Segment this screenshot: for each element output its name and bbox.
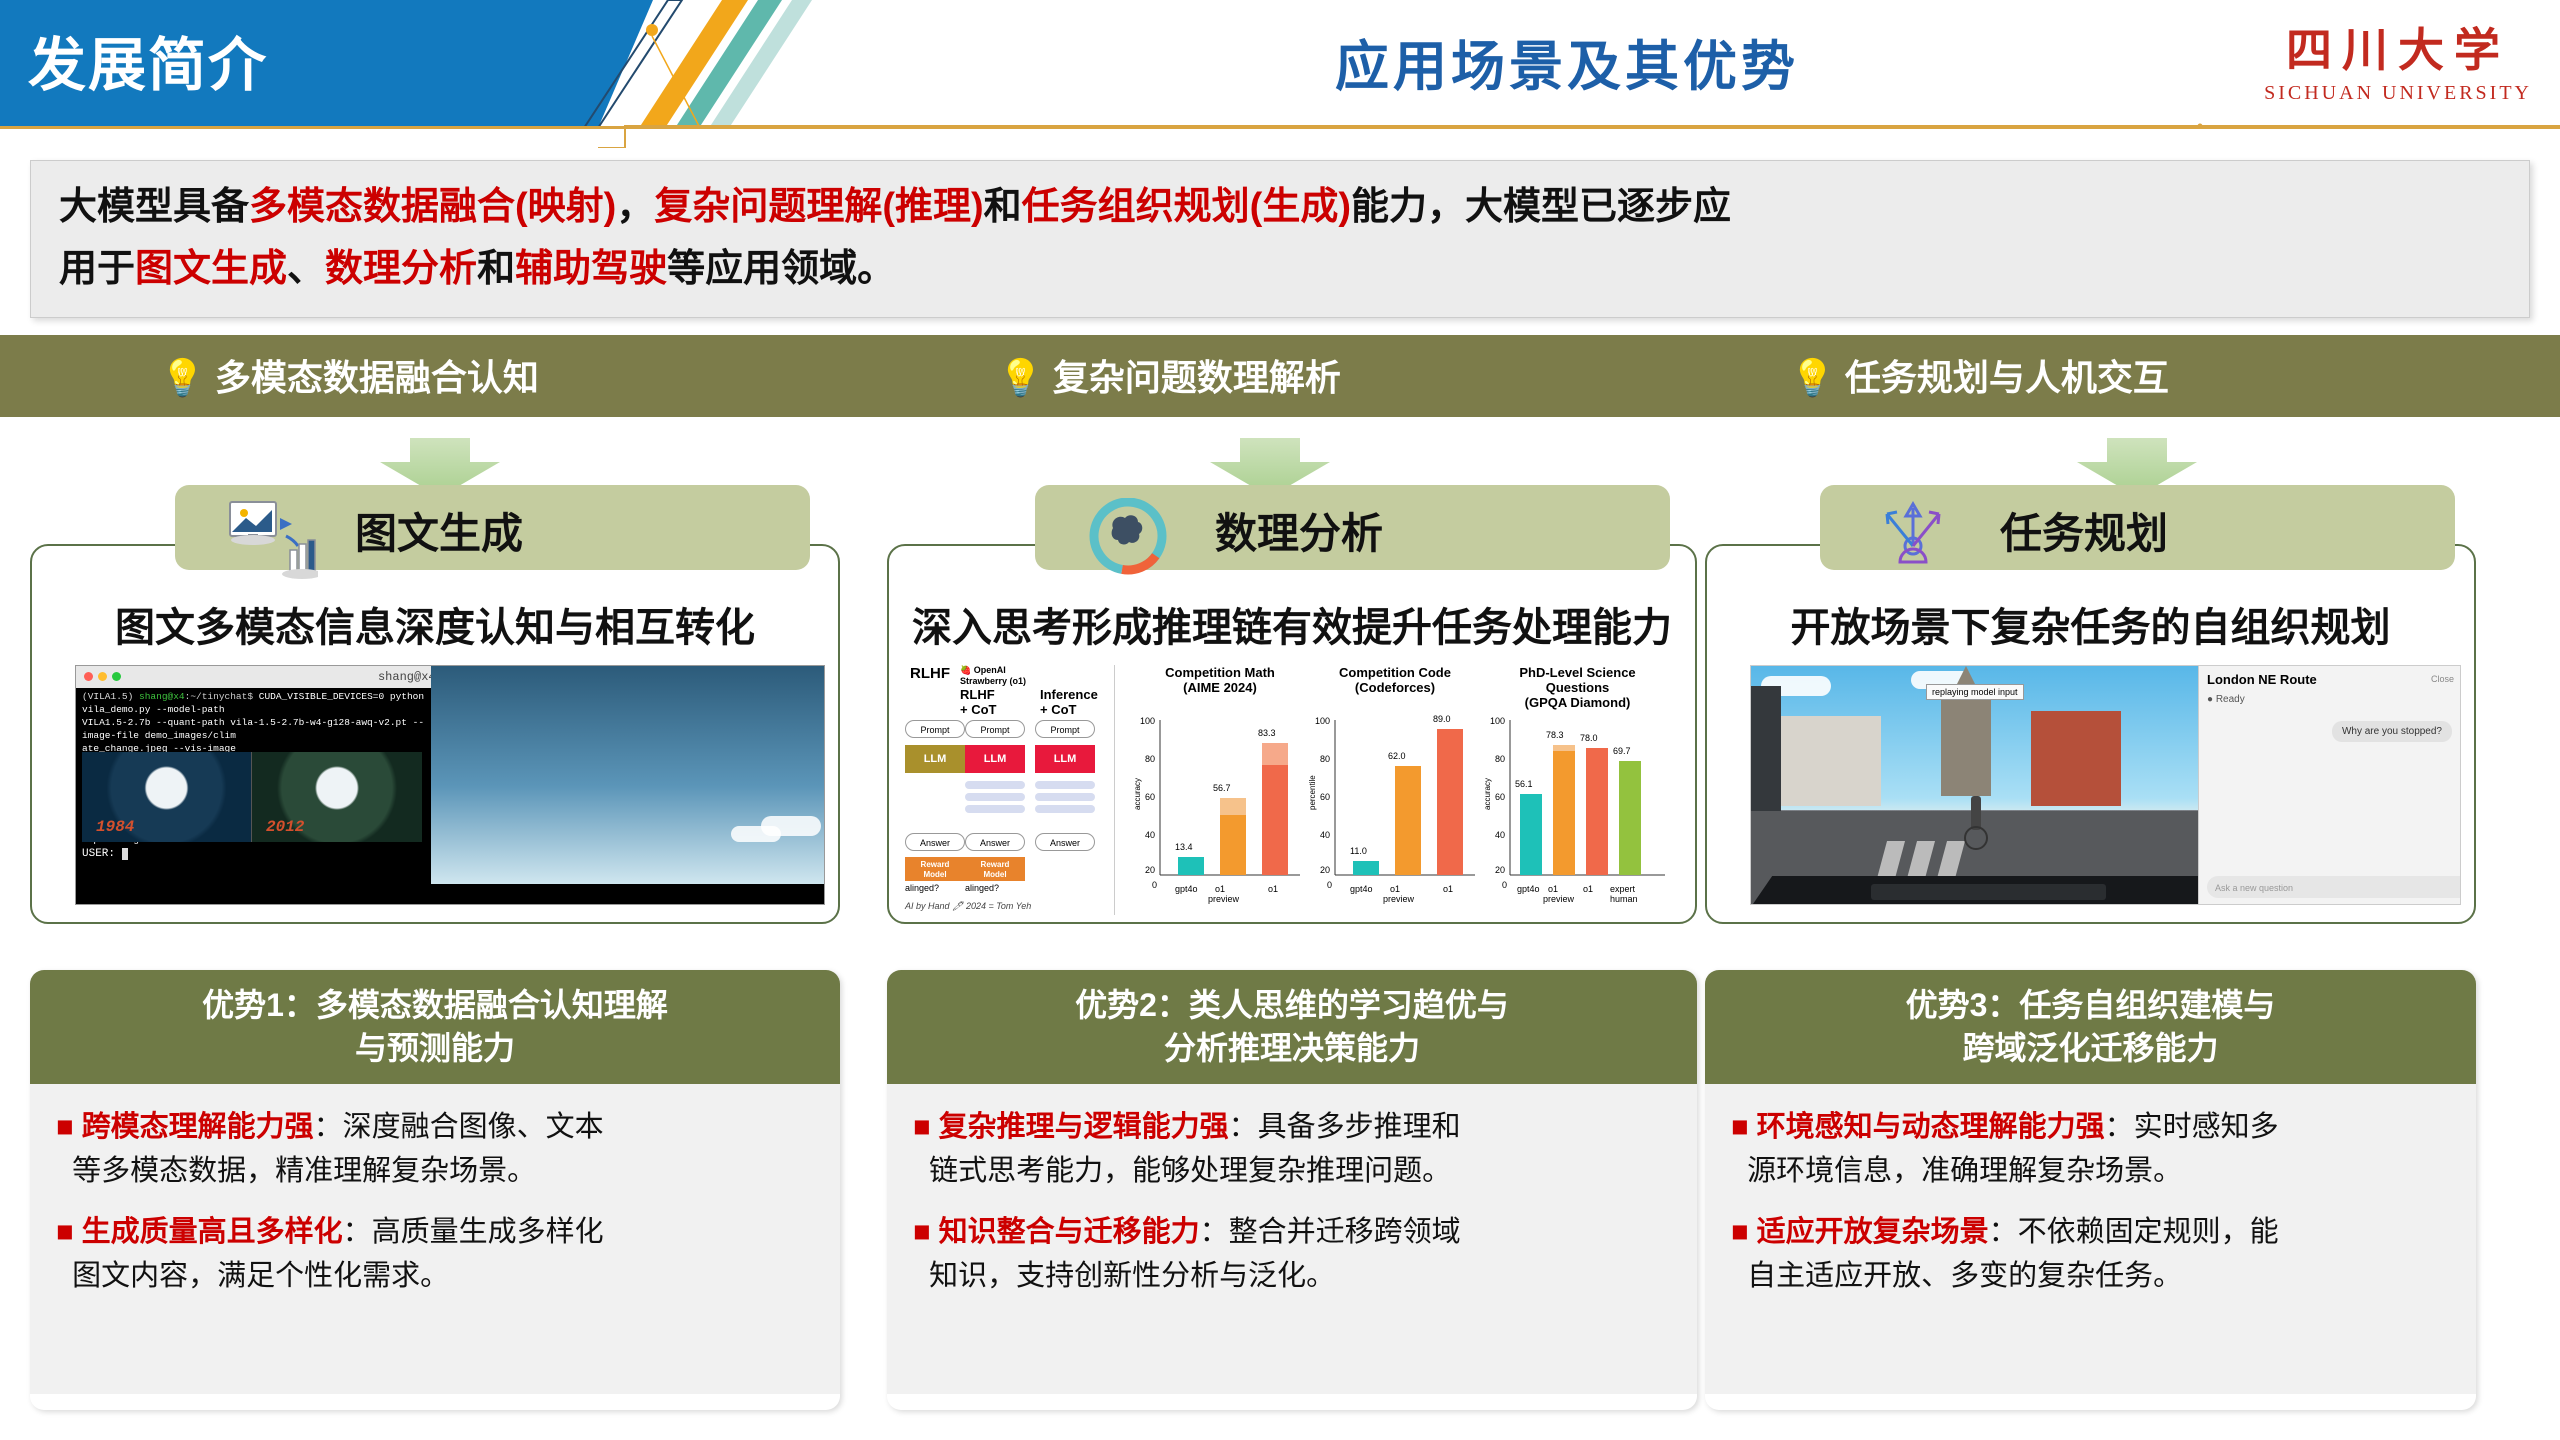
svg-text:o1: o1 <box>1390 884 1400 894</box>
svg-text:preview: preview <box>1543 894 1575 904</box>
svg-text:80: 80 <box>1495 754 1505 764</box>
svg-text:69.7: 69.7 <box>1613 746 1631 756</box>
svg-text:preview: preview <box>1383 894 1415 904</box>
svg-text:o1: o1 <box>1548 884 1558 894</box>
svg-text:0: 0 <box>1327 880 1332 890</box>
svg-text:expert: expert <box>1610 884 1636 894</box>
svg-text:78.3: 78.3 <box>1546 730 1564 740</box>
svg-text:100: 100 <box>1315 716 1330 726</box>
svg-text:80: 80 <box>1320 754 1330 764</box>
svg-text:80: 80 <box>1145 754 1155 764</box>
svg-text:20: 20 <box>1320 865 1330 875</box>
svg-text:preview: preview <box>1208 894 1240 904</box>
svg-text:human: human <box>1610 894 1638 904</box>
svg-text:11.0: 11.0 <box>1350 846 1367 856</box>
svg-text:60: 60 <box>1145 792 1155 802</box>
svg-text:100: 100 <box>1490 716 1505 726</box>
svg-text:o1: o1 <box>1583 884 1593 894</box>
svg-text:89.0: 89.0 <box>1433 714 1451 724</box>
svg-text:0: 0 <box>1502 880 1507 890</box>
svg-text:20: 20 <box>1145 865 1155 875</box>
svg-text:56.1: 56.1 <box>1515 779 1533 789</box>
svg-text:60: 60 <box>1495 792 1505 802</box>
svg-text:gpt4o: gpt4o <box>1350 884 1373 894</box>
svg-text:78.0: 78.0 <box>1580 733 1598 743</box>
svg-text:o1: o1 <box>1268 884 1278 894</box>
svg-text:60: 60 <box>1320 792 1330 802</box>
svg-text:o1: o1 <box>1215 884 1225 894</box>
svg-text:accuracy: accuracy <box>1133 778 1142 810</box>
svg-text:0: 0 <box>1152 880 1157 890</box>
svg-text:gpt4o: gpt4o <box>1517 884 1540 894</box>
svg-text:62.0: 62.0 <box>1388 751 1406 761</box>
svg-text:40: 40 <box>1320 830 1330 840</box>
svg-text:40: 40 <box>1495 830 1505 840</box>
svg-text:83.3: 83.3 <box>1258 728 1276 738</box>
svg-text:gpt4o: gpt4o <box>1175 884 1198 894</box>
svg-text:100: 100 <box>1140 716 1155 726</box>
svg-text:20: 20 <box>1495 865 1505 875</box>
svg-text:40: 40 <box>1145 830 1155 840</box>
svg-text:13.4: 13.4 <box>1175 842 1193 852</box>
svg-text:o1: o1 <box>1443 884 1453 894</box>
svg-text:percentile: percentile <box>1308 775 1317 810</box>
svg-text:accuracy: accuracy <box>1483 778 1492 810</box>
svg-text:56.7: 56.7 <box>1213 783 1231 793</box>
